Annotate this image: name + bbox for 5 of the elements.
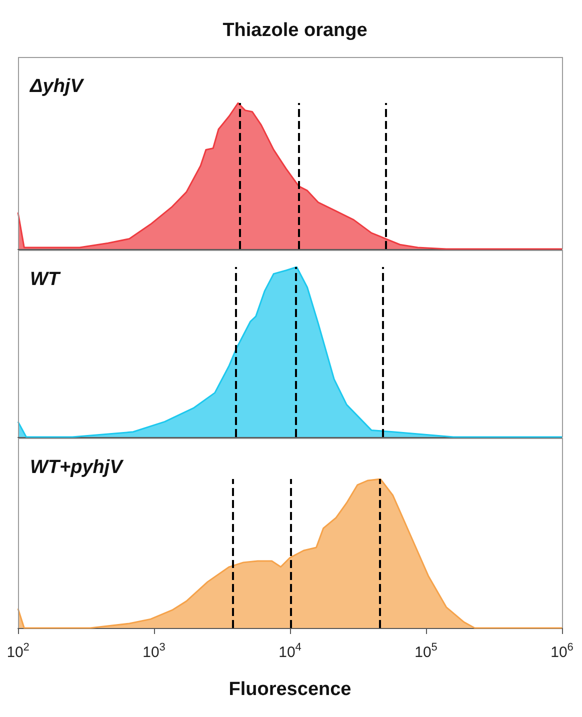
- text: WT+pyhjV: [30, 457, 124, 478]
- text: WT: [30, 269, 61, 290]
- text: ΔyhjV: [29, 76, 84, 97]
- x-axis-title: Fluorescence: [228, 679, 352, 700]
- chart-title: Thiazole orange: [222, 20, 368, 41]
